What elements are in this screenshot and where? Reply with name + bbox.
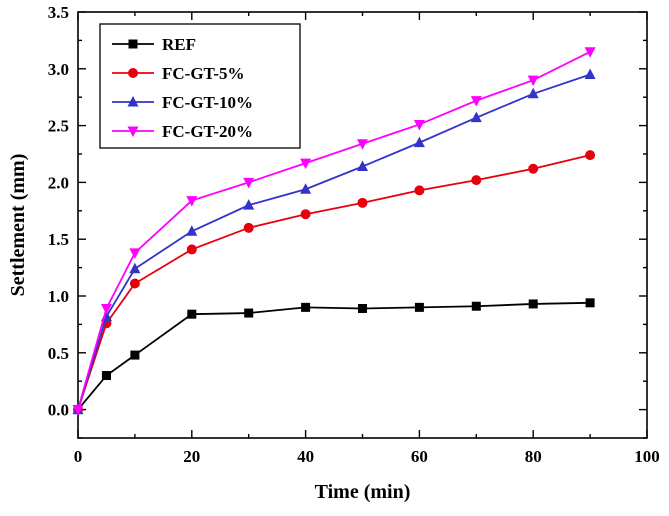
x-tick-label: 100 (634, 447, 660, 466)
legend-item-FC-GT-10%: FC-GT-10% (112, 93, 253, 112)
series-line (77, 154, 591, 410)
x-tick-label: 20 (183, 447, 200, 466)
x-tick-label: 40 (297, 447, 314, 466)
series-FC-GT-20% (72, 47, 596, 416)
legend-label: FC-GT-5% (162, 64, 245, 83)
series-line (77, 301, 591, 411)
y-tick-label: 1.0 (48, 287, 69, 306)
y-tick-label: 0.5 (48, 344, 69, 363)
y-tick-label: 1.5 (48, 230, 69, 249)
x-tick-label: 80 (525, 447, 542, 466)
legend: REF FC-GT-5% FC-GT-10% FC-GT-20% (99, 23, 301, 149)
y-tick-label: 2.5 (48, 117, 69, 136)
legend-item-FC-GT-5%: FC-GT-5% (112, 64, 245, 83)
tick-labels: 0 20 40 60 80 100 0.0 0.5 1.0 1.5 2.0 2.5 3.0 3.5 (48, 3, 660, 466)
legend-label: FC-GT-20% (162, 122, 253, 141)
ticks (77, 11, 648, 439)
y-tick-label: 3.5 (48, 3, 69, 22)
x-tick-label: 60 (411, 447, 428, 466)
series-REF (73, 298, 595, 415)
legend-item-REF: REF (112, 35, 196, 54)
y-axis-label: Settlement (mm) (7, 154, 29, 297)
legend-label: REF (162, 35, 196, 54)
legend-label: FC-GT-10% (162, 93, 253, 112)
series-FC-GT-5% (73, 150, 596, 415)
x-tick-label: 0 (74, 447, 83, 466)
x-axis-label: Time (min) (315, 481, 411, 503)
y-tick-label: 3.0 (48, 60, 69, 79)
legend-item-FC-GT-20%: FC-GT-20% (112, 122, 253, 141)
y-tick-label: 2.0 (48, 173, 69, 192)
y-tick-label: 0.0 (48, 401, 69, 420)
